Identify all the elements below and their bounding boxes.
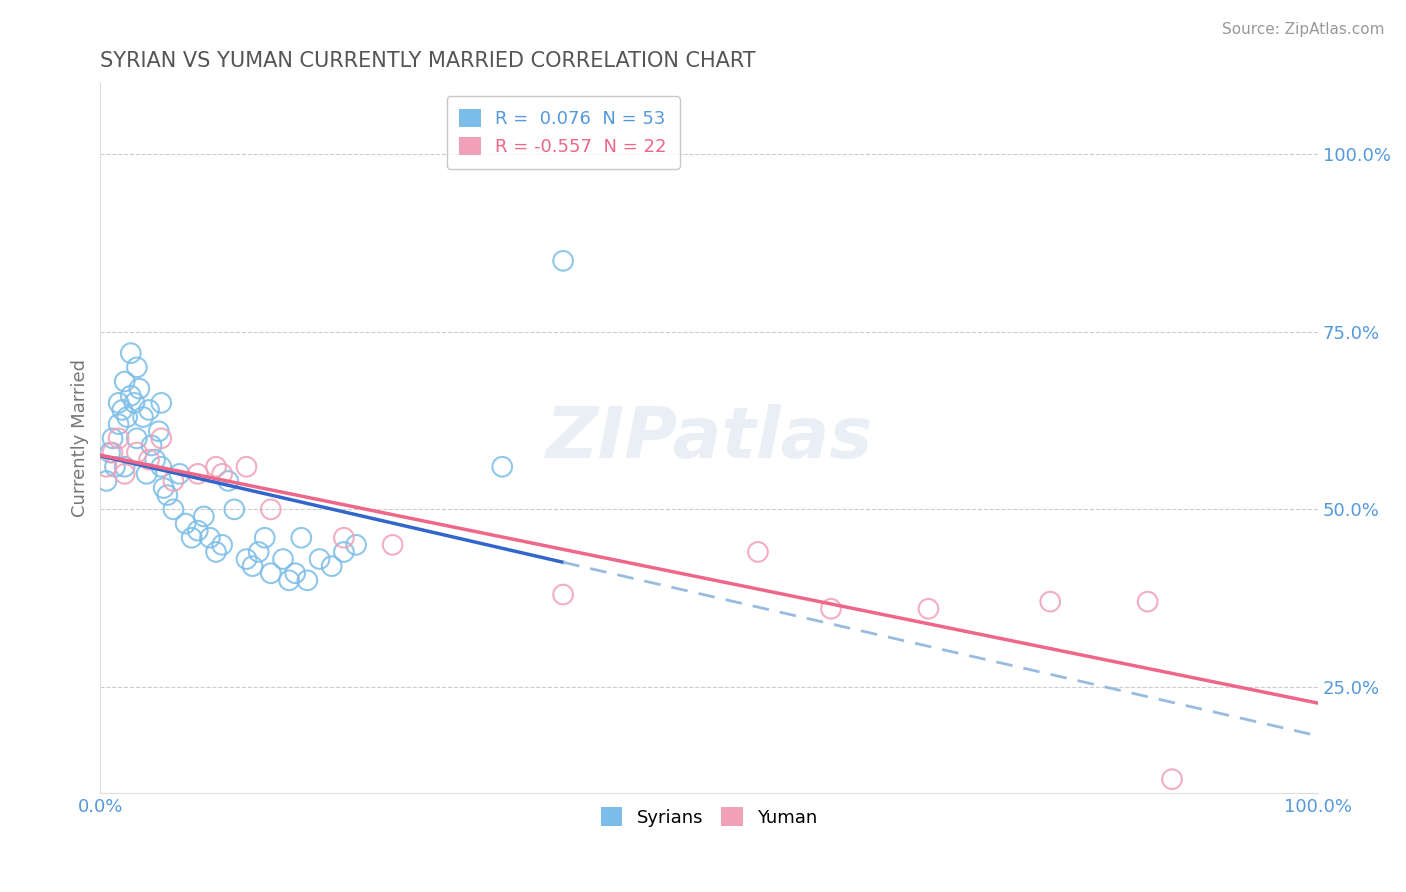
Point xyxy=(150,396,173,410)
Point xyxy=(162,502,184,516)
Point xyxy=(180,531,202,545)
Point xyxy=(162,474,184,488)
Point xyxy=(156,488,179,502)
Point xyxy=(101,445,124,459)
Point xyxy=(271,552,294,566)
Point xyxy=(381,538,404,552)
Point xyxy=(747,545,769,559)
Point xyxy=(1039,594,1062,608)
Point xyxy=(104,459,127,474)
Point xyxy=(98,445,121,459)
Point xyxy=(143,452,166,467)
Point xyxy=(235,552,257,566)
Point xyxy=(193,509,215,524)
Point xyxy=(120,389,142,403)
Point xyxy=(101,431,124,445)
Point xyxy=(125,360,148,375)
Point xyxy=(260,502,283,516)
Point xyxy=(553,253,575,268)
Point xyxy=(211,467,233,481)
Point xyxy=(96,474,118,488)
Point xyxy=(128,382,150,396)
Point xyxy=(96,459,118,474)
Point xyxy=(152,481,174,495)
Legend: Syrians, Yuman: Syrians, Yuman xyxy=(593,800,825,834)
Point xyxy=(253,531,276,545)
Point xyxy=(138,403,160,417)
Point xyxy=(297,574,319,588)
Point xyxy=(333,545,356,559)
Point xyxy=(115,410,138,425)
Point xyxy=(1136,594,1159,608)
Point xyxy=(111,403,134,417)
Point xyxy=(107,431,129,445)
Point xyxy=(553,588,575,602)
Point xyxy=(247,545,270,559)
Point xyxy=(491,459,513,474)
Point xyxy=(1161,772,1184,786)
Point xyxy=(211,538,233,552)
Point xyxy=(148,424,170,438)
Point xyxy=(187,524,209,538)
Point xyxy=(125,445,148,459)
Point xyxy=(135,467,157,481)
Point xyxy=(174,516,197,531)
Point xyxy=(917,601,939,615)
Point xyxy=(205,545,228,559)
Point xyxy=(138,452,160,467)
Point xyxy=(242,559,264,574)
Point xyxy=(114,459,136,474)
Point xyxy=(114,467,136,481)
Text: SYRIAN VS YUMAN CURRENTLY MARRIED CORRELATION CHART: SYRIAN VS YUMAN CURRENTLY MARRIED CORREL… xyxy=(100,51,756,70)
Point xyxy=(235,459,257,474)
Point xyxy=(150,459,173,474)
Point xyxy=(284,566,307,581)
Point xyxy=(114,375,136,389)
Point xyxy=(198,531,221,545)
Point xyxy=(187,467,209,481)
Point xyxy=(344,538,367,552)
Point xyxy=(124,396,146,410)
Point xyxy=(141,438,163,452)
Point xyxy=(224,502,246,516)
Point xyxy=(820,601,842,615)
Point xyxy=(107,396,129,410)
Point xyxy=(278,574,301,588)
Point xyxy=(132,410,155,425)
Point xyxy=(150,431,173,445)
Text: Source: ZipAtlas.com: Source: ZipAtlas.com xyxy=(1222,22,1385,37)
Point xyxy=(107,417,129,432)
Point xyxy=(125,431,148,445)
Point xyxy=(260,566,283,581)
Point xyxy=(217,474,239,488)
Point xyxy=(205,459,228,474)
Point xyxy=(308,552,330,566)
Text: ZIPatlas: ZIPatlas xyxy=(546,404,873,473)
Point xyxy=(290,531,312,545)
Point xyxy=(169,467,191,481)
Point xyxy=(321,559,343,574)
Point xyxy=(333,531,356,545)
Y-axis label: Currently Married: Currently Married xyxy=(72,359,89,517)
Point xyxy=(120,346,142,360)
